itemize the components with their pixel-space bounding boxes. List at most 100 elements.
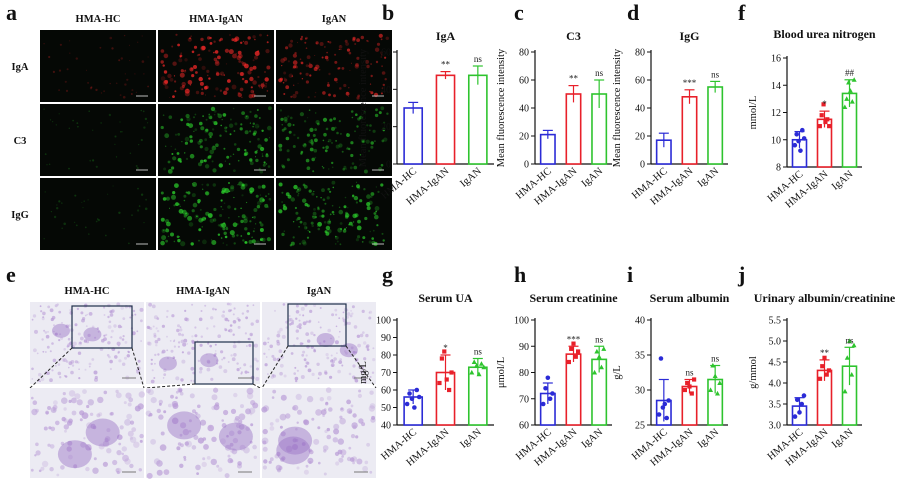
if-signal-speck [209, 36, 212, 39]
if-signal-speck [297, 82, 299, 84]
histology-nucleus [45, 410, 49, 415]
data-point [820, 364, 825, 369]
histology-nucleus [226, 434, 229, 438]
if-signal-speck [209, 42, 213, 45]
if-signal-speck [239, 72, 244, 76]
y-tick-label: 70 [519, 394, 529, 405]
histology-nucleus [51, 342, 54, 345]
if-signal-speck [185, 157, 189, 161]
if-signal-speck [350, 110, 354, 113]
if-signal-speck [236, 147, 241, 152]
if-signal-speck [255, 223, 257, 225]
if-signal-speck [228, 182, 230, 184]
if-signal-speck [343, 83, 347, 88]
if-signal-speck [223, 90, 228, 96]
if-signal-speck [352, 194, 355, 197]
histology-nucleus [248, 337, 251, 341]
if-signal-speck [314, 138, 318, 143]
if-signal-speck [305, 47, 308, 49]
if-signal-speck [370, 192, 375, 196]
data-point [801, 393, 807, 398]
if-signal-speck [44, 153, 47, 156]
if-tile [40, 178, 156, 250]
if-signal-speck [75, 224, 78, 227]
if-signal-speck [77, 125, 79, 128]
if-signal-speck [244, 115, 249, 120]
if-signal-speck [317, 221, 322, 227]
histology-nucleus [279, 363, 284, 368]
if-signal-speck [251, 236, 253, 238]
if-signal-speck [294, 91, 299, 95]
bar [707, 86, 724, 165]
histology-nucleus [240, 371, 243, 374]
histology-nucleus [232, 437, 239, 444]
if-signal-speck [129, 152, 132, 154]
histology-nucleus [77, 332, 81, 336]
if-signal-speck [354, 43, 357, 45]
if-signal-speck [167, 160, 171, 164]
if-signal-speck [111, 47, 114, 50]
histology-nucleus [173, 339, 176, 342]
histology-nucleus [351, 422, 358, 429]
histology-nucleus [129, 316, 132, 319]
if-signal-speck [339, 45, 341, 47]
if-signal-speck [309, 147, 314, 152]
if-signal-speck [302, 198, 307, 203]
if-signal-speck [170, 145, 172, 147]
if-signal-speck [269, 137, 271, 139]
if-signal-speck [288, 73, 293, 78]
histology-nucleus [71, 397, 77, 404]
if-signal-speck [352, 36, 356, 41]
if-signal-speck [262, 163, 266, 167]
histology-nucleus [278, 349, 283, 354]
significance-label: ns [845, 335, 854, 345]
data-point [687, 384, 692, 389]
if-signal-speck [298, 226, 300, 228]
histology-nucleus [77, 351, 82, 355]
if-signal-speck [90, 86, 93, 89]
histology-nucleus [107, 325, 112, 329]
histology-nucleus [330, 354, 333, 357]
histology-nucleus [351, 312, 354, 315]
histology-nucleus [342, 311, 345, 314]
histology-nucleus [309, 309, 313, 313]
histology-nucleus [285, 326, 288, 329]
if-signal-speck [183, 69, 187, 73]
if-signal-speck [266, 237, 271, 242]
if-signal-speck [316, 196, 318, 198]
histology-nucleus [181, 351, 184, 354]
if-signal-speck [306, 236, 310, 239]
if-signal-speck [365, 139, 370, 144]
histology-nucleus [63, 348, 66, 351]
if-signal-speck [312, 211, 317, 216]
histology-nucleus [78, 368, 80, 371]
histology-nucleus [138, 468, 142, 472]
histology-nucleus [90, 423, 96, 429]
histology-nucleus [63, 358, 67, 362]
if-signal-speck [205, 191, 210, 196]
data-point [842, 104, 848, 110]
if-signal-speck [180, 52, 183, 55]
histology-nucleus [296, 337, 299, 340]
if-signal-speck [249, 130, 252, 133]
if-signal-speck [316, 122, 320, 126]
if-signal-speck [315, 41, 319, 45]
chart-title: IgG [679, 29, 699, 43]
histology-tile [30, 388, 144, 478]
if-signal-speck [213, 121, 218, 126]
histology-nucleus [207, 342, 210, 345]
histology-tile [262, 388, 376, 478]
if-signal-speck [194, 113, 197, 116]
if-signal-speck [281, 124, 283, 126]
histology-nucleus [213, 325, 216, 328]
histology-nucleus [70, 360, 75, 364]
histology-nucleus [40, 466, 45, 471]
histology-nucleus [326, 396, 332, 401]
histology-nucleus [332, 437, 338, 443]
histology-nucleus [224, 473, 230, 479]
histology-nucleus [227, 361, 230, 363]
histology-nucleus [274, 309, 276, 312]
histology-nucleus [357, 343, 361, 348]
if-signal-speck [236, 234, 239, 237]
if-signal-speck [201, 226, 203, 228]
